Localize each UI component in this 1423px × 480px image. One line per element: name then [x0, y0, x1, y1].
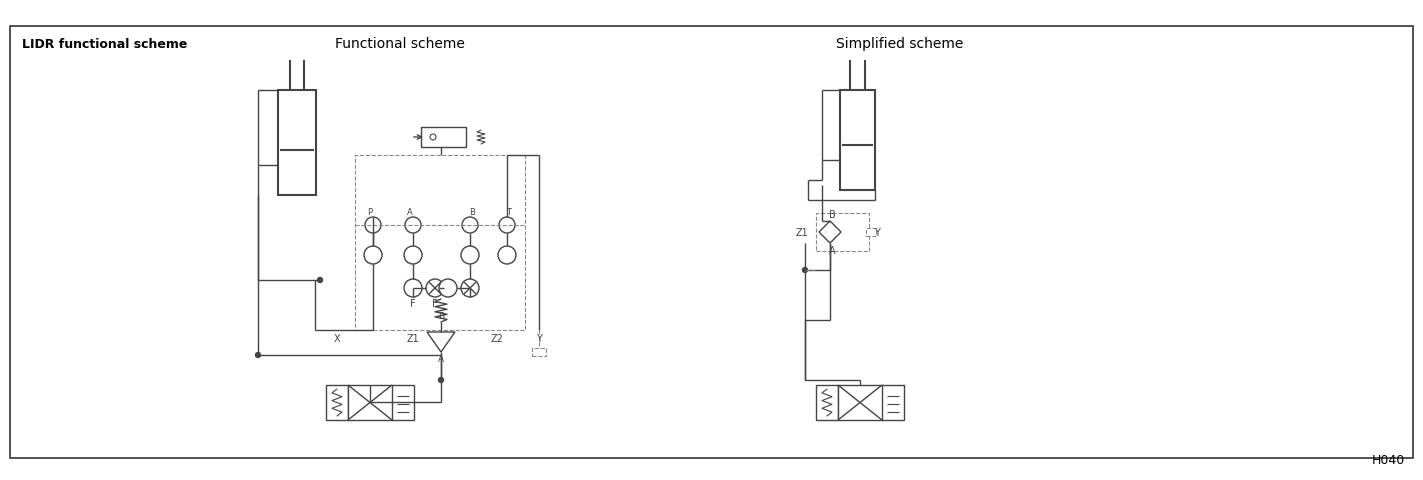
Text: T: T — [507, 207, 511, 216]
Text: Z2: Z2 — [491, 333, 504, 343]
Text: H040: H040 — [1372, 453, 1405, 466]
Circle shape — [462, 217, 478, 233]
Bar — [349, 385, 393, 420]
Circle shape — [256, 353, 260, 358]
Bar — [867, 228, 877, 237]
Text: B: B — [470, 207, 475, 216]
Text: F: F — [433, 299, 438, 308]
Circle shape — [364, 247, 381, 264]
Bar — [815, 214, 869, 252]
Polygon shape — [820, 222, 841, 243]
Text: Z1: Z1 — [795, 228, 808, 238]
Text: F: F — [410, 299, 416, 308]
Circle shape — [404, 247, 423, 264]
Text: P: P — [367, 207, 373, 216]
Text: Z1: Z1 — [407, 333, 420, 343]
Circle shape — [461, 247, 480, 264]
Circle shape — [366, 217, 381, 233]
Text: A: A — [438, 354, 444, 363]
Bar — [10, 27, 1413, 458]
Bar — [326, 385, 349, 420]
Bar — [354, 156, 525, 330]
Text: Y: Y — [874, 228, 879, 238]
Circle shape — [404, 279, 423, 298]
Circle shape — [440, 279, 457, 298]
Text: A: A — [828, 245, 835, 255]
Bar — [882, 385, 904, 420]
Circle shape — [499, 217, 515, 233]
Bar — [815, 385, 838, 420]
Circle shape — [317, 278, 323, 283]
Text: Simplified scheme: Simplified scheme — [837, 37, 963, 51]
Bar — [532, 348, 546, 356]
Text: X: X — [333, 333, 340, 343]
Circle shape — [498, 247, 517, 264]
Circle shape — [438, 378, 444, 383]
Bar — [421, 128, 465, 148]
Text: B: B — [828, 210, 835, 219]
Polygon shape — [427, 332, 455, 352]
Text: Y: Y — [536, 333, 542, 343]
Bar — [277, 91, 316, 195]
Text: Functional scheme: Functional scheme — [334, 37, 465, 51]
Bar — [391, 385, 414, 420]
Text: A: A — [407, 207, 413, 216]
Circle shape — [430, 135, 435, 141]
Circle shape — [406, 217, 421, 233]
Bar — [840, 91, 875, 191]
Text: LIDR functional scheme: LIDR functional scheme — [21, 38, 188, 51]
Circle shape — [461, 279, 480, 298]
Bar — [838, 385, 884, 420]
Circle shape — [425, 279, 444, 298]
Circle shape — [803, 268, 807, 273]
Text: B: B — [438, 312, 444, 320]
